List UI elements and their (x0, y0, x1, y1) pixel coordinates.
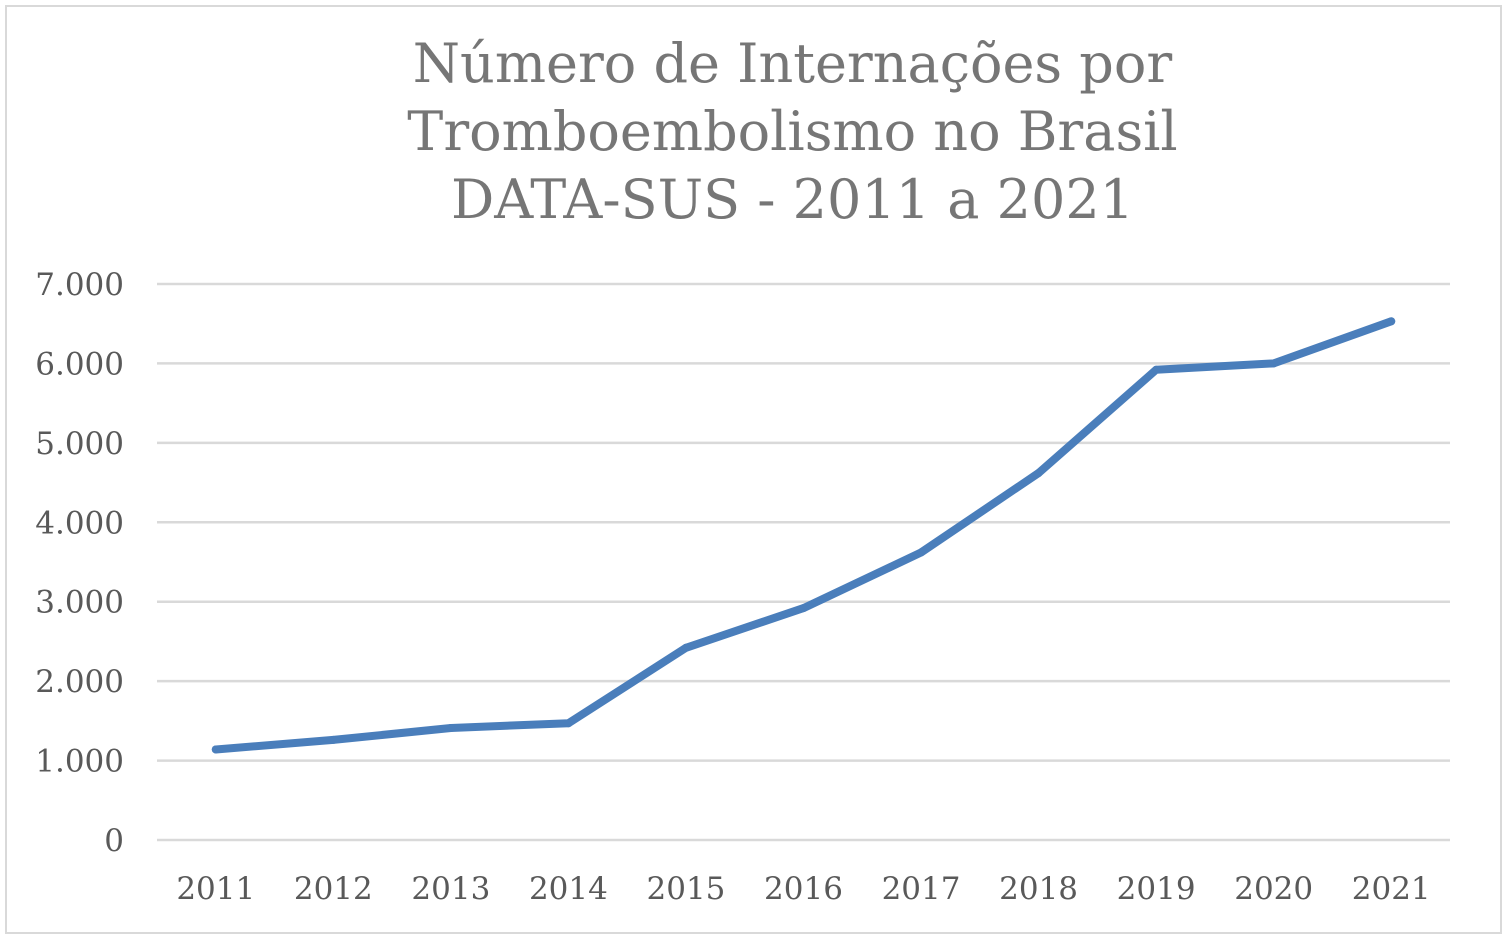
y-tick-label: 7.000 (35, 267, 124, 303)
x-tick-label: 2020 (1234, 871, 1313, 907)
y-tick-label: 0 (104, 823, 124, 859)
y-tick-label: 2.000 (35, 664, 124, 700)
x-tick-label: 2012 (294, 871, 373, 907)
y-tick-label: 4.000 (35, 505, 124, 541)
data-point (329, 735, 338, 744)
x-tick-label: 2013 (411, 871, 490, 907)
y-tick-label: 1.000 (35, 744, 124, 780)
chart-title-line-1: Número de Internações por (412, 32, 1173, 95)
data-point (446, 724, 455, 733)
y-axis-tick-labels: 0 1.000 2.000 3.000 4.000 5.000 6.000 7.000 (35, 267, 124, 859)
chart-title-line-3: DATA-SUS - 2011 a 2021 (450, 168, 1135, 231)
data-point (1269, 359, 1278, 368)
x-tick-label: 2018 (999, 871, 1078, 907)
x-tick-label: 2015 (647, 871, 726, 907)
x-tick-label: 2014 (529, 871, 608, 907)
x-tick-label: 2019 (1117, 871, 1196, 907)
x-tick-label: 2021 (1352, 871, 1431, 907)
series-layer (211, 317, 1396, 754)
data-point (799, 604, 808, 613)
chart-title: Número de Internações por Tromboembolism… (0, 30, 1509, 234)
data-point (1152, 365, 1161, 374)
data-point (917, 548, 926, 557)
chart-title-line-2: Tromboembolismo no Brasil (407, 100, 1178, 163)
data-point (564, 719, 573, 728)
data-point (1387, 317, 1396, 326)
y-tick-label: 5.000 (35, 426, 124, 462)
data-point (1034, 469, 1043, 478)
y-tick-label: 6.000 (35, 346, 124, 382)
y-tick-label: 3.000 (35, 585, 124, 621)
data-point (211, 745, 220, 754)
chart-frame (5, 5, 1502, 934)
data-point (681, 643, 690, 652)
x-axis-tick-labels: 2011 2012 2013 2014 2015 2016 2017 2018 2019 2020… (176, 871, 1430, 907)
x-tick-label: 2011 (176, 871, 255, 907)
series-line (211, 317, 1396, 754)
x-tick-label: 2016 (764, 871, 843, 907)
x-tick-label: 2017 (882, 871, 961, 907)
